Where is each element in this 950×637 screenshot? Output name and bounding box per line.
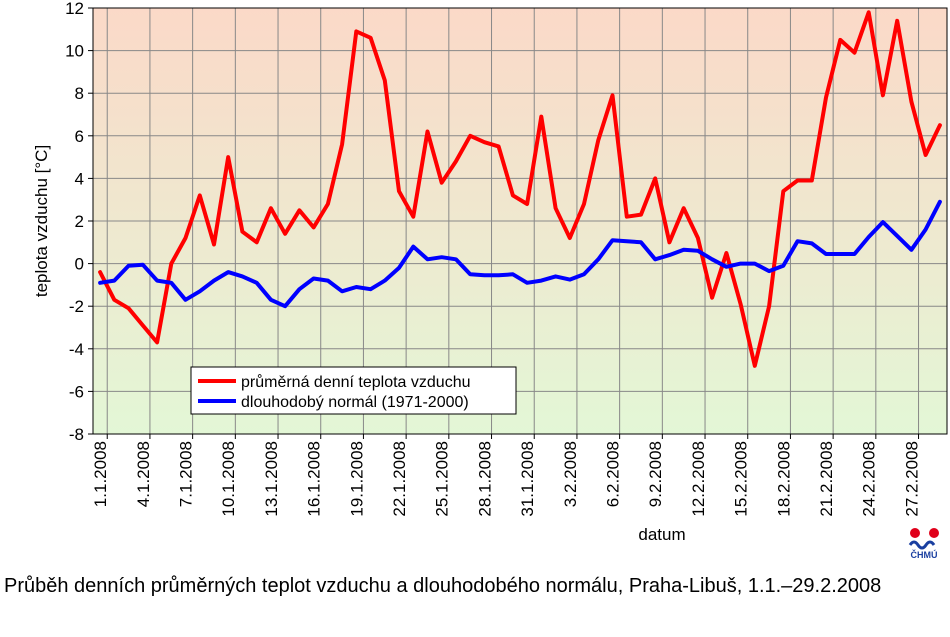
y-tick-label: -6	[69, 382, 84, 401]
x-axis-label: datum	[638, 525, 685, 544]
y-tick-label: 4	[75, 169, 84, 188]
figure-caption: Průběh denních průměrných teplot vzduchu…	[4, 575, 882, 597]
y-tick-label: -4	[69, 340, 84, 359]
chmu-logo: ČHMÚ	[908, 528, 939, 560]
y-tick-label: 10	[65, 42, 84, 61]
x-tick-label: 10.1.2008	[219, 441, 238, 517]
x-tick-label: 1.1.2008	[91, 441, 110, 507]
y-tick-label: 2	[75, 212, 84, 231]
legend: průměrná denní teplota vzduchu dlouhodob…	[190, 366, 517, 415]
x-tick-label: 16.1.2008	[305, 441, 324, 517]
legend-box	[190, 366, 517, 415]
logo-wave-icon	[908, 540, 936, 550]
logo-text: ČHMÚ	[911, 549, 938, 560]
logo-red-dot-left	[910, 528, 920, 538]
y-axis-ticks: -8 -6 -4 -2 0 2 4 6 8 10 12	[65, 0, 93, 444]
legend-label-series-1: průměrná denní teplota vzduchu	[241, 373, 470, 391]
y-tick-label: 12	[65, 0, 84, 18]
plot-frame	[92, 7, 948, 435]
x-tick-label: 21.2.2008	[817, 441, 836, 517]
x-tick-label: 3.2.2008	[561, 441, 580, 507]
x-tick-label: 27.2.2008	[902, 441, 921, 517]
temperature-chart: -8 -6 -4 -2 0 2 4 6 8 10 12 1.1.2008 4.1.2008 7.1.20…	[32, 0, 948, 560]
y-tick-label: 8	[75, 84, 84, 103]
x-axis-ticks: 1.1.2008 4.1.2008 7.1.2008 10.1.2008 13.1.20…	[91, 434, 921, 517]
x-tick-label: 19.1.2008	[347, 441, 366, 517]
y-tick-label: -2	[69, 297, 84, 316]
x-tick-label: 12.2.2008	[689, 441, 708, 517]
x-tick-label: 24.2.2008	[860, 441, 879, 517]
y-axis-label: teplota vzduchu [°C]	[32, 145, 51, 297]
logo-red-dot-right	[929, 528, 939, 538]
y-tick-label: 0	[75, 255, 84, 274]
x-tick-label: 13.1.2008	[262, 441, 281, 517]
x-tick-label: 25.1.2008	[433, 441, 452, 517]
x-tick-label: 31.1.2008	[518, 441, 537, 517]
x-tick-label: 22.1.2008	[390, 441, 409, 517]
x-tick-label: 9.2.2008	[646, 441, 665, 507]
series-line-1	[98, 10, 942, 368]
x-tick-label: 4.1.2008	[134, 441, 153, 507]
x-tick-label: 7.1.2008	[177, 441, 196, 507]
y-tick-label: 6	[75, 127, 84, 146]
x-tick-label: 18.2.2008	[774, 441, 793, 517]
x-tick-label: 6.2.2008	[604, 441, 623, 507]
series-lines	[98, 10, 942, 368]
legend-label-series-2: dlouhodobý normál (1971-2000)	[241, 394, 469, 411]
grid-lines	[93, 8, 947, 434]
y-tick-label: -8	[69, 425, 84, 444]
x-tick-label: 28.1.2008	[475, 441, 494, 517]
x-tick-label: 15.2.2008	[732, 441, 751, 517]
series-line-2	[98, 199, 942, 309]
